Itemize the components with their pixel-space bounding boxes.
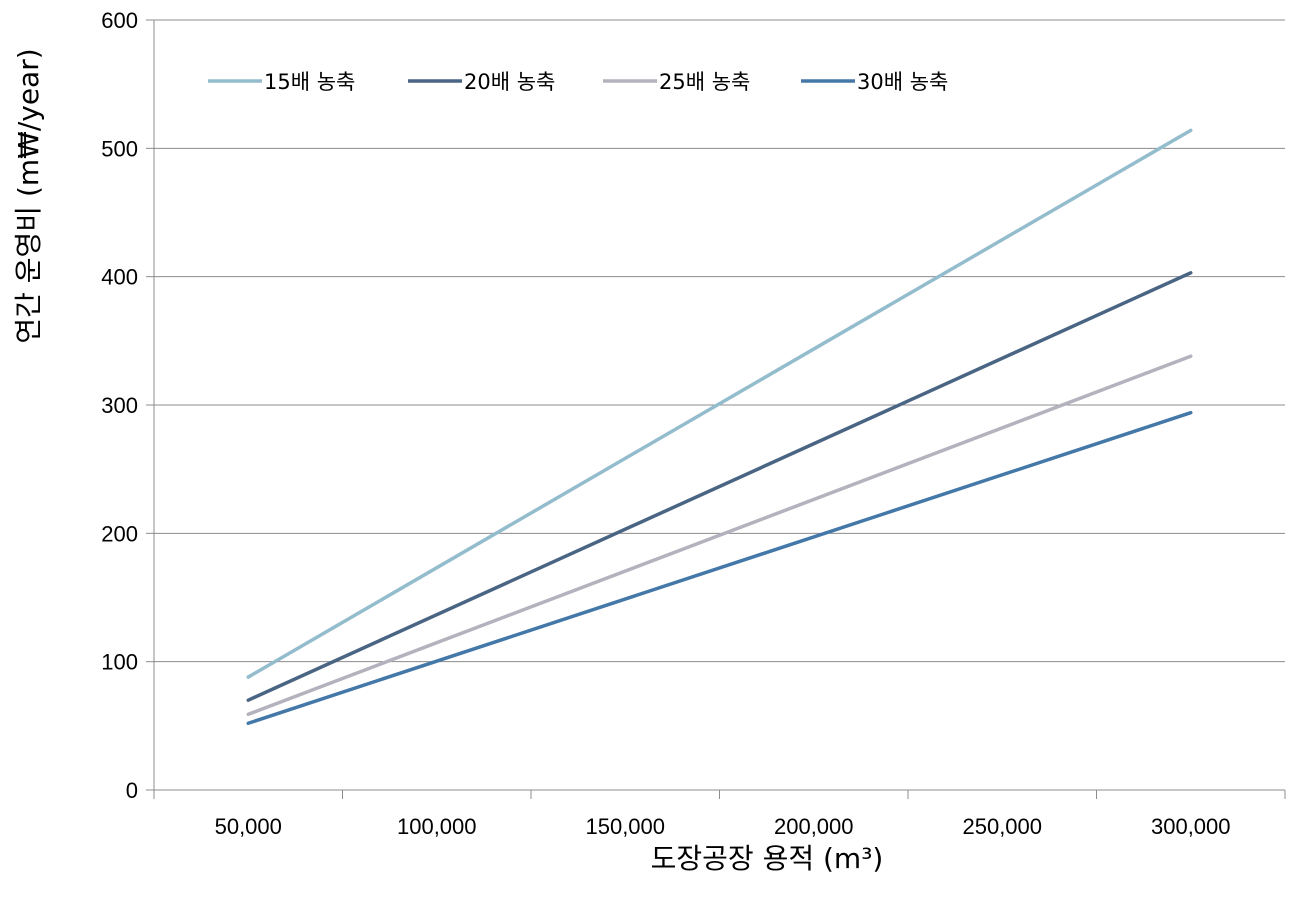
x-tick-label: 200,000 — [774, 814, 854, 839]
y-tick-label: 0 — [126, 778, 138, 803]
axes: 0 100 200 300 400 500 600 50,000 100,000 150,000 2… — [101, 8, 1286, 839]
x-tick-label: 250,000 — [962, 814, 1042, 839]
x-tick-label: 50,000 — [215, 814, 282, 839]
series-line — [246, 354, 1193, 717]
gridlines — [154, 19, 1285, 663]
series-lines — [246, 128, 1193, 726]
x-tick-label: 300,000 — [1151, 814, 1231, 839]
legend: 15배 농축 20배 농축 25배 농축 30배 농축 — [208, 70, 948, 94]
x-tick-label: 150,000 — [585, 814, 665, 839]
legend-label: 25배 농축 — [659, 70, 750, 94]
y-axis-title: 연간 운영비 (m₩/year) — [12, 48, 45, 343]
legend-label: 15배 농축 — [264, 70, 355, 94]
y-tick-label: 300 — [101, 393, 138, 418]
y-tick-label: 500 — [101, 136, 138, 161]
series-line — [246, 410, 1193, 726]
x-tick-label: 100,000 — [397, 814, 477, 839]
legend-label: 20배 농축 — [464, 70, 555, 94]
x-axis-title: 도장공장 용적 (m³) — [651, 842, 884, 875]
y-tick-label: 200 — [101, 521, 138, 546]
legend-label: 30배 농축 — [857, 70, 948, 94]
y-tick-label: 100 — [101, 650, 138, 675]
y-tick-label: 600 — [101, 8, 138, 33]
series-line — [246, 271, 1193, 702]
y-tick-label: 400 — [101, 265, 138, 290]
series-line — [246, 128, 1193, 679]
